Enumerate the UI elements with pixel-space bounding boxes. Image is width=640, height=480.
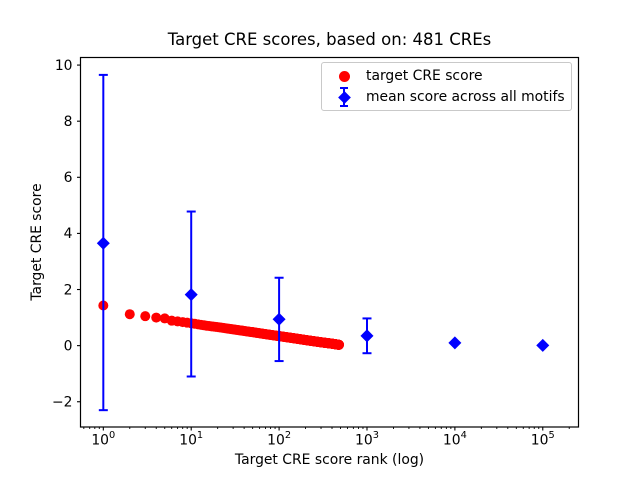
mean-diamond: [272, 312, 286, 326]
legend-marker-cell: [322, 87, 366, 107]
y-tick-label: 6: [64, 170, 73, 186]
red-point: [140, 311, 151, 322]
x-tick-label: 103: [355, 430, 379, 449]
red-point: [151, 312, 162, 323]
axes-spines: [79, 56, 580, 428]
mean-diamond: [448, 336, 462, 350]
legend-item-mean-score: mean score across all motifs: [322, 87, 571, 107]
x-tick-label: 105: [531, 430, 555, 449]
x-tick-label: 100: [91, 430, 115, 449]
red-point: [124, 309, 135, 320]
x-tick-label: 104: [443, 430, 467, 449]
legend: target CRE score mean score across all m…: [321, 62, 572, 111]
x-axis-label: Target CRE score rank (log): [234, 452, 425, 468]
y-tick-label: −2: [52, 395, 72, 411]
chart-title: Target CRE scores, based on: 481 CREs: [167, 30, 492, 49]
legend-marker-cell: [322, 70, 366, 82]
blue-diamond-errorbar-marker-icon: [334, 87, 354, 107]
red-point: [334, 339, 345, 350]
mean-diamond: [360, 329, 374, 343]
legend-item-target-score: target CRE score: [322, 66, 571, 86]
mean-diamond: [536, 338, 550, 352]
y-tick-label: 8: [64, 114, 73, 130]
legend-label: mean score across all motifs: [366, 89, 565, 105]
red-circle-marker-icon: [338, 70, 350, 82]
x-tick-label: 101: [179, 430, 203, 449]
x-tick-label: 102: [267, 430, 291, 449]
mean-diamond: [96, 236, 110, 250]
y-tick-label: 10: [55, 58, 73, 74]
y-axis-label: Target CRE score: [29, 183, 45, 301]
legend-label: target CRE score: [366, 68, 483, 84]
y-tick-label: 2: [64, 282, 73, 298]
mean-diamond: [184, 288, 198, 302]
y-tick-label: 0: [64, 338, 73, 354]
y-tick-label: 4: [64, 226, 73, 242]
